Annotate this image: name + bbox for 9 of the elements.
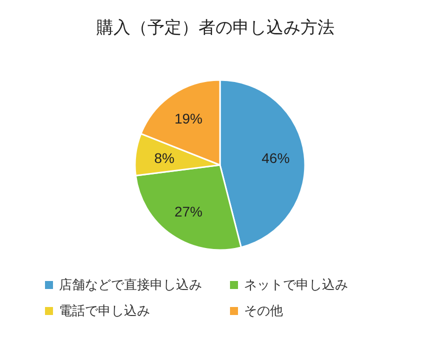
data-label: 27% bbox=[174, 203, 202, 220]
data-label: 46% bbox=[262, 150, 290, 166]
legend-label: 店舗などで直接申し込み bbox=[59, 276, 202, 294]
legend-label: ネットで申し込み bbox=[244, 276, 348, 294]
legend-label: その他 bbox=[244, 302, 283, 320]
chart-title: 購入（予定）者の申し込み方法 bbox=[96, 17, 336, 39]
data-label: 8% bbox=[154, 150, 174, 166]
legend-label: 電話で申し込み bbox=[59, 302, 150, 320]
data-label: 19% bbox=[174, 110, 202, 127]
